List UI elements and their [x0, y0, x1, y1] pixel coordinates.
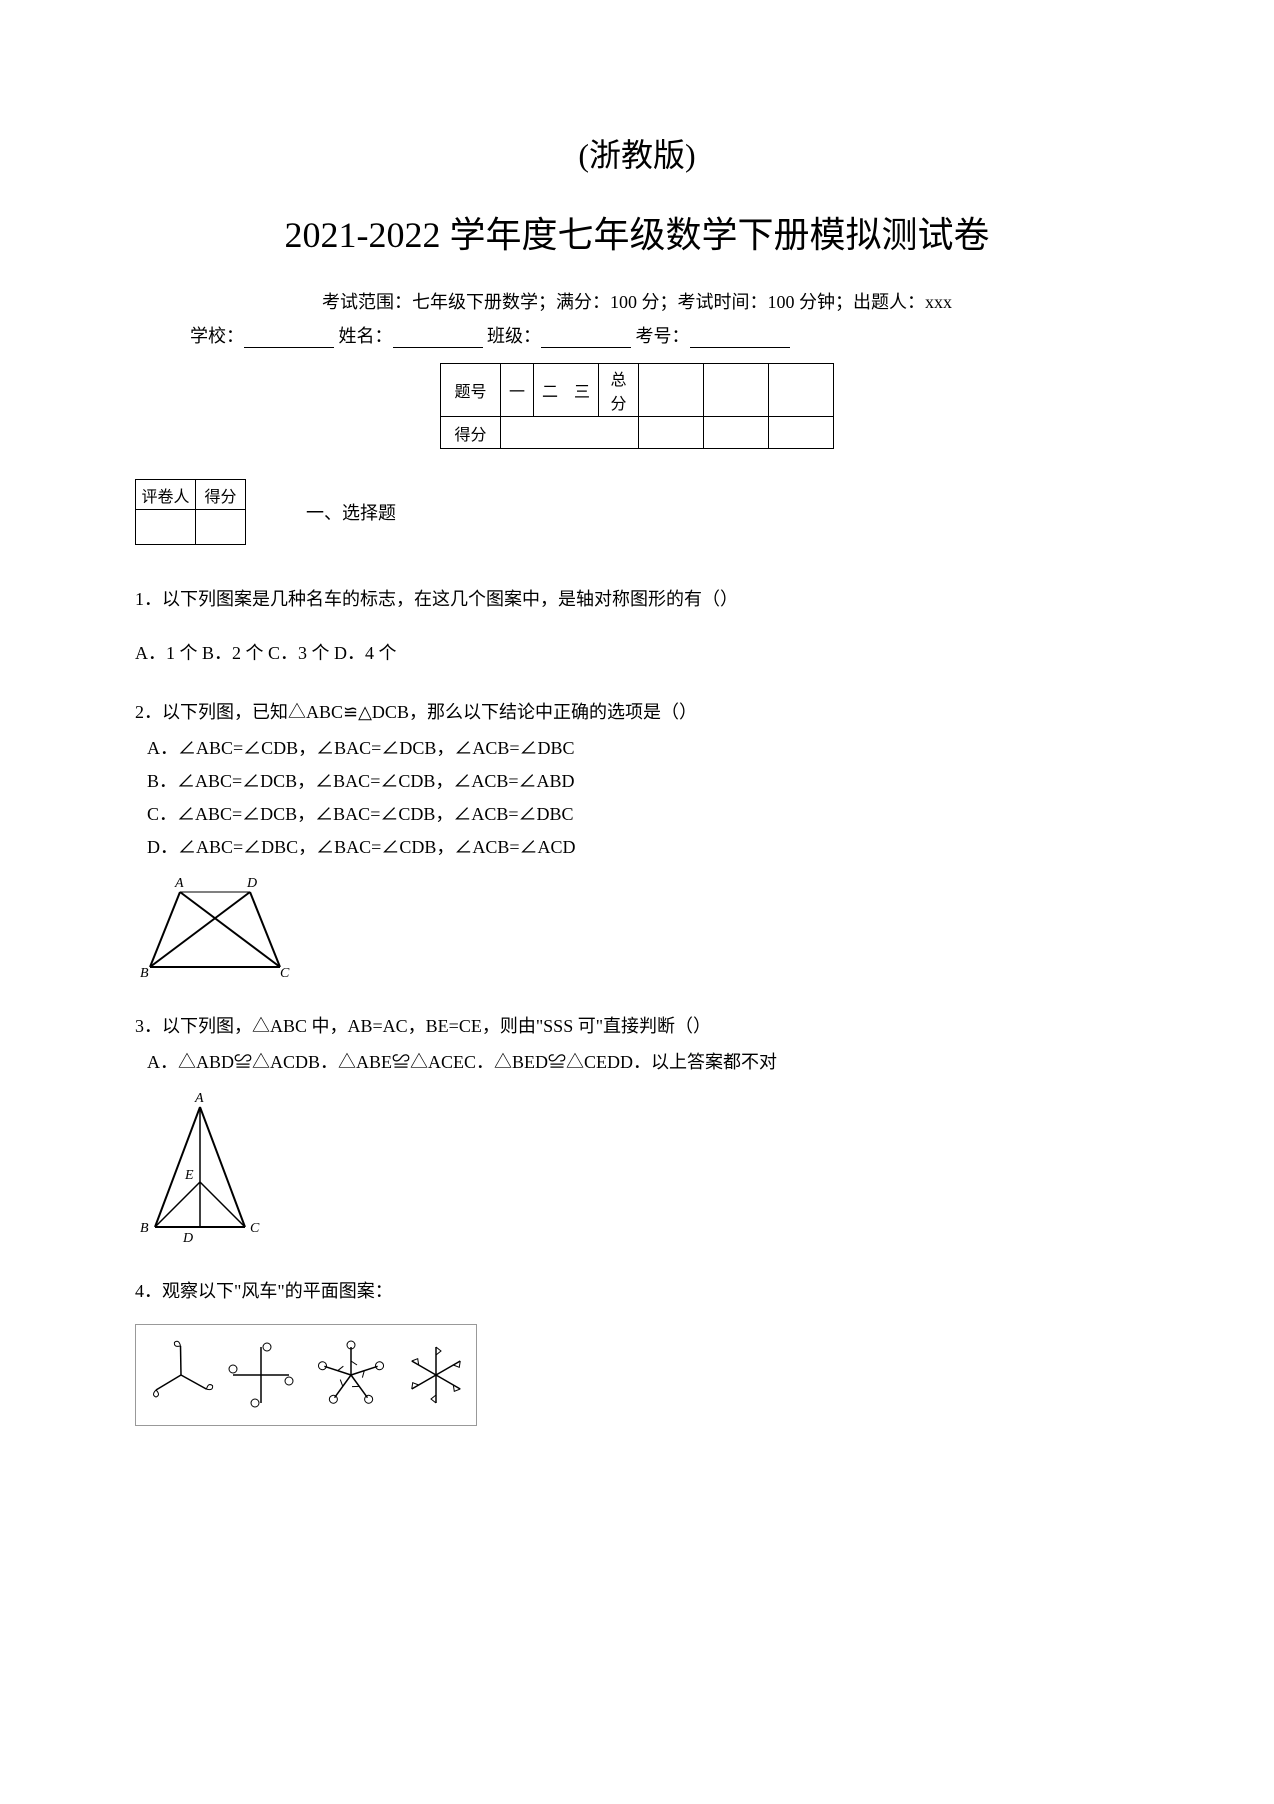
q3-figure: A B C D E — [135, 1087, 1139, 1247]
q4-figure — [135, 1324, 477, 1426]
school-label: 学校： — [190, 326, 244, 346]
grader-label-1: 评卷人 — [136, 480, 196, 510]
q4-text: 4．观察以下"风车"的平面图案： — [135, 1277, 1139, 1306]
score-cell-3 — [704, 417, 769, 449]
q2-figure: A D B C — [135, 872, 1139, 982]
student-info-row: 学校： 姓名： 班级： 考号： — [135, 322, 1139, 348]
section-1-title: 一、选择题 — [306, 499, 396, 525]
svg-text:D: D — [246, 876, 257, 891]
question-1: 1．以下列图案是几种名车的标志，在这几个图案中，是轴对称图形的有（） A．1 个… — [135, 585, 1139, 668]
score-empty-3 — [769, 364, 834, 417]
q3-text: 3．以下列图，△ABC 中，AB=AC，BE=CE，则由"SSS 可"直接判断（… — [135, 1012, 1139, 1041]
exam-info: 考试范围：七年级下册数学；满分：100 分；考试时间：100 分钟；出题人：xx… — [135, 288, 1139, 314]
score-col-3: 三 — [566, 364, 599, 417]
q2-opt-b: B．∠ABC=∠DCB，∠BAC=∠CDB，∠ACB=∠ABD — [135, 767, 1139, 796]
q2-triangle-svg: A D B C — [135, 872, 295, 982]
score-col-1: 一 — [500, 364, 533, 417]
score-row2-label: 得分 — [440, 417, 500, 449]
q3-triangle-svg: A B C D E — [135, 1087, 275, 1247]
q1-options: A．1 个 B．2 个 C．3 个 D．4 个 — [135, 639, 1139, 668]
score-col-4: 总分 — [599, 364, 639, 417]
svg-text:E: E — [184, 1168, 194, 1183]
svg-text:C: C — [280, 966, 290, 981]
q2-opt-c: C．∠ABC=∠DCB，∠BAC=∠CDB，∠ACB=∠DBC — [135, 800, 1139, 829]
svg-text:D: D — [182, 1231, 193, 1246]
svg-text:B: B — [140, 1221, 149, 1236]
class-label: 班级： — [487, 326, 541, 346]
grader-table: 评卷人 得分 — [135, 479, 246, 545]
q3-options: A．△ABD≌△ACDB．△ABE≌△ACEC．△BED≌△CEDD．以上答案都… — [135, 1048, 1139, 1077]
grader-empty-2 — [196, 510, 246, 545]
examno-label: 考号： — [636, 326, 690, 346]
section-header: 评卷人 得分 一、选择题 — [135, 479, 1139, 545]
q2-opt-a: A．∠ABC=∠CDB，∠BAC=∠DCB，∠ACB=∠DBC — [135, 734, 1139, 763]
svg-text:B: B — [140, 966, 149, 981]
main-title: 2021-2022 学年度七年级数学下册模拟测试卷 — [135, 206, 1139, 258]
question-4: 4．观察以下"风车"的平面图案： — [135, 1277, 1139, 1450]
q1-text: 1．以下列图案是几种名车的标志，在这几个图案中，是轴对称图形的有（） — [135, 585, 1139, 614]
grader-empty-1 — [136, 510, 196, 545]
score-empty-2 — [704, 364, 769, 417]
class-blank — [541, 330, 631, 348]
name-label: 姓名： — [339, 326, 393, 346]
score-table: 题号 一 二 三 总分 得分 — [440, 363, 834, 449]
score-empty-1 — [639, 364, 704, 417]
examno-blank — [690, 330, 790, 348]
score-cell-4 — [769, 417, 834, 449]
grader-label-2: 得分 — [196, 480, 246, 510]
q2-opt-d: D．∠ABC=∠DBC，∠BAC=∠CDB，∠ACB=∠ACD — [135, 833, 1139, 862]
score-cell-2 — [639, 417, 704, 449]
svg-text:C: C — [250, 1221, 260, 1236]
svg-text:A: A — [174, 876, 184, 891]
score-cell-1 — [500, 417, 638, 449]
school-blank — [244, 330, 334, 348]
publisher-title: (浙教版) — [135, 130, 1139, 176]
question-3: 3．以下列图，△ABC 中，AB=AC，BE=CE，则由"SSS 可"直接判断（… — [135, 1012, 1139, 1248]
q2-text: 2．以下列图，已知△ABC≌△DCB，那么以下结论中正确的选项是（） — [135, 698, 1139, 727]
question-2: 2．以下列图，已知△ABC≌△DCB，那么以下结论中正确的选项是（） A．∠AB… — [135, 698, 1139, 982]
score-col-2: 二 — [533, 364, 566, 417]
name-blank — [393, 330, 483, 348]
q4-windmill-svg — [141, 1330, 471, 1420]
svg-text:A: A — [194, 1091, 204, 1106]
score-row1-label: 题号 — [440, 364, 500, 417]
